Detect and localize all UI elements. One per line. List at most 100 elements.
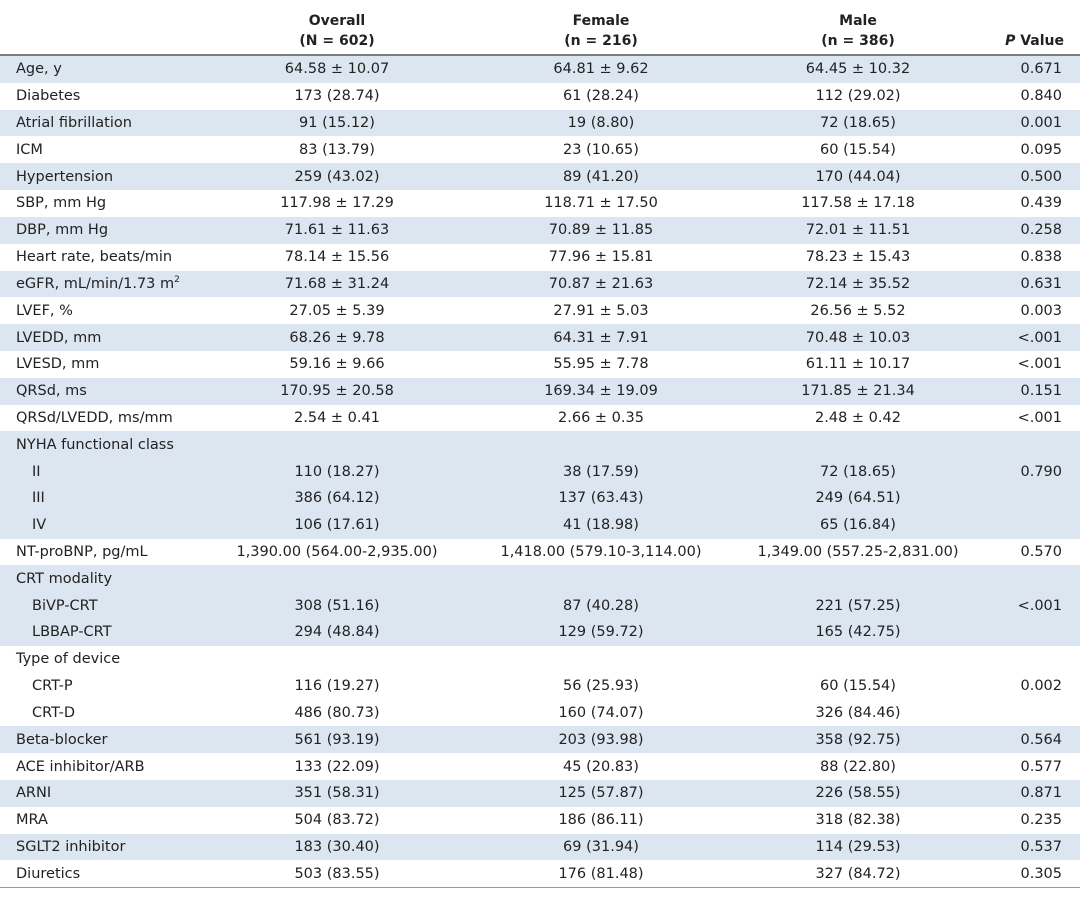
table-row: Atrial fibrillation 91 (15.12) 19 (8.80) 72… <box>0 109 1080 137</box>
p-value: 0.439 <box>984 190 1080 217</box>
table-row: Diuretics 503 (83.55) 176 (81.48) 327 (84.7… <box>0 860 1080 889</box>
header-female: Female (n = 216) <box>470 0 732 55</box>
row-label: Beta-blocker <box>0 726 204 754</box>
p-value-text: 0.840 <box>1020 88 1062 105</box>
table-row: II 110 (18.27) 38 (17.59) 72 (18.65) 0.790 <box>0 458 1080 485</box>
overall-value-text: 561 (93.19) <box>294 731 380 748</box>
male-value-text: 165 (42.75) <box>815 624 901 641</box>
table-row: SBP, mm Hg 117.98 ± 17.29 118.71 ± 17.50 11… <box>0 190 1080 217</box>
male-value: 221 (57.25) <box>732 592 984 620</box>
row-label: CRT-P <box>0 673 204 700</box>
female-value: 2.66 ± 0.35 <box>470 405 732 432</box>
p-value: <.001 <box>984 324 1080 351</box>
female-value: 169.34 ± 19.09 <box>470 377 732 405</box>
male-value: 72.14 ± 35.52 <box>732 270 984 298</box>
female-value: 38 (17.59) <box>470 458 732 485</box>
p-value: 0.235 <box>984 807 1080 834</box>
female-value-text: 19 (8.80) <box>567 115 635 132</box>
p-value-text: 0.570 <box>1020 544 1062 561</box>
overall-value: 106 (17.61) <box>204 511 470 539</box>
female-value: 87 (40.28) <box>470 592 732 620</box>
p-value-text: 0.500 <box>1020 168 1062 185</box>
overall-value: 68.26 ± 9.78 <box>204 324 470 351</box>
female-value: 64.31 ± 7.91 <box>470 324 732 351</box>
table-row: Age, y 64.58 ± 10.07 64.81 ± 9.62 64.45 ± 1… <box>0 55 1080 83</box>
female-value-text: 87 (40.28) <box>563 597 639 614</box>
female-value <box>470 646 732 673</box>
overall-value: 173 (28.74) <box>204 83 470 110</box>
male-value-text: 72 (18.65) <box>820 463 896 480</box>
table-row: QRSd/LVEDD, ms/mm 2.54 ± 0.41 2.66 ± 0.35 2… <box>0 405 1080 432</box>
p-value: 0.258 <box>984 216 1080 244</box>
row-label: QRSd/LVEDD, ms/mm <box>0 405 204 432</box>
row-label-text: QRSd/LVEDD, ms/mm <box>16 409 173 426</box>
female-value-text: 70.87 ± 21.63 <box>548 275 654 292</box>
female-value-text: 186 (86.11) <box>558 812 644 829</box>
header-p-value: P Value <box>984 0 1080 55</box>
overall-value-text: 71.61 ± 11.63 <box>284 222 390 239</box>
row-label: III <box>0 485 204 512</box>
row-label: LVEF, % <box>0 297 204 324</box>
table-row: ARNI 351 (58.31) 125 (57.87) 226 (58.55) 0.8… <box>0 779 1080 807</box>
overall-value: 308 (51.16) <box>204 592 470 620</box>
overall-value: 71.68 ± 31.24 <box>204 270 470 298</box>
p-value-text: 0.671 <box>1020 61 1062 78</box>
row-label: ARNI <box>0 779 204 807</box>
female-value-text: 45 (20.83) <box>563 758 639 775</box>
row-label-text: SBP, mm Hg <box>16 195 107 212</box>
p-value-text: 0.235 <box>1020 812 1062 829</box>
table-body: Age, y 64.58 ± 10.07 64.81 ± 9.62 64.45 ± 1… <box>0 55 1080 889</box>
row-label: SBP, mm Hg <box>0 190 204 217</box>
female-value-text: 64.31 ± 7.91 <box>553 329 649 346</box>
male-value-text: 114 (29.53) <box>815 838 901 855</box>
row-label-text: Age, y <box>16 61 62 78</box>
female-value-text: 56 (25.93) <box>563 678 639 695</box>
overall-value-text: 351 (58.31) <box>294 785 380 802</box>
female-value-text: 118.71 ± 17.50 <box>544 195 658 212</box>
overall-value-text: 486 (80.73) <box>294 704 380 721</box>
p-value: 0.577 <box>984 753 1080 780</box>
p-value-text: 0.305 <box>1020 865 1062 882</box>
p-value-text: 0.095 <box>1020 141 1062 158</box>
row-label-text: LBBAP-CRT <box>32 624 112 641</box>
male-value-text: 226 (58.55) <box>815 785 901 802</box>
table-row: Diabetes 173 (28.74) 61 (28.24) 112 (29.02)… <box>0 83 1080 110</box>
overall-value-text: 259 (43.02) <box>294 168 380 185</box>
male-value-text: 171.85 ± 21.34 <box>801 383 915 400</box>
female-value-text: 1,418.00 (579.10-3,114.00) <box>500 544 702 561</box>
female-value-text: 70.89 ± 11.85 <box>548 222 654 239</box>
overall-value-text: 170.95 ± 20.58 <box>280 383 394 400</box>
table-row: BiVP-CRT 308 (51.16) 87 (40.28) 221 (57.25)… <box>0 592 1080 620</box>
p-value-text: 0.790 <box>1020 463 1062 480</box>
female-value: 23 (10.65) <box>470 136 732 163</box>
p-value: <.001 <box>984 592 1080 620</box>
p-value-text: 0.838 <box>1020 249 1062 266</box>
row-label-text: NT-proBNP, pg/mL <box>16 544 148 561</box>
p-value-text: <.001 <box>1017 356 1062 373</box>
p-value <box>984 646 1080 673</box>
row-label: QRSd, ms <box>0 377 204 405</box>
p-value-text: 0.577 <box>1020 758 1062 775</box>
overall-value-text: 1,390.00 (564.00-2,935.00) <box>236 544 438 561</box>
female-value-text: 64.81 ± 9.62 <box>553 61 649 78</box>
male-value-text: 88 (22.80) <box>820 758 896 775</box>
male-value-text: 318 (82.38) <box>815 812 901 829</box>
overall-value: 71.61 ± 11.63 <box>204 216 470 244</box>
female-value: 118.71 ± 17.50 <box>470 190 732 217</box>
row-label: eGFR, mL/min/1.73 m2 <box>0 270 204 298</box>
overall-value-text: 110 (18.27) <box>294 463 380 480</box>
table-row: LVEDD, mm 68.26 ± 9.78 64.31 ± 7.91 70.48 ±… <box>0 324 1080 351</box>
header-female-title: Female <box>572 13 630 29</box>
overall-value: 351 (58.31) <box>204 779 470 807</box>
header-male-n: (n = 386) <box>821 33 895 49</box>
p-value: <.001 <box>984 405 1080 432</box>
row-label-text: ARNI <box>16 785 52 802</box>
overall-value-text: 83 (13.79) <box>299 141 375 158</box>
p-value-text: 0.001 <box>1020 115 1062 132</box>
female-value: 70.87 ± 21.63 <box>470 270 732 298</box>
male-value: 72 (18.65) <box>732 458 984 485</box>
male-value: 114 (29.53) <box>732 833 984 861</box>
row-label-text: LVEF, % <box>16 302 73 319</box>
overall-value: 59.16 ± 9.66 <box>204 351 470 378</box>
overall-value-text: 308 (51.16) <box>294 597 380 614</box>
